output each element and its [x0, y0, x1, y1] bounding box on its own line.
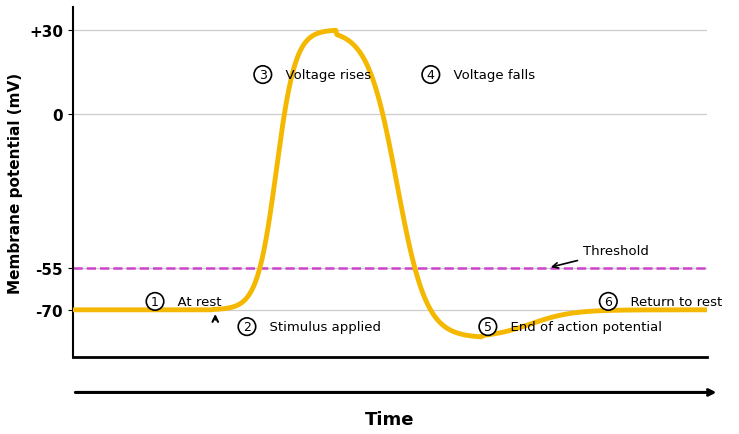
Text: End of action potential: End of action potential	[502, 320, 662, 333]
Text: 1: 1	[151, 295, 159, 308]
Text: 3: 3	[259, 69, 267, 82]
Text: Stimulus applied: Stimulus applied	[261, 320, 381, 333]
Y-axis label: Membrane potential (mV): Membrane potential (mV)	[8, 72, 24, 293]
Text: Voltage rises: Voltage rises	[276, 69, 371, 82]
Text: Return to rest: Return to rest	[622, 295, 723, 308]
Text: 6: 6	[605, 295, 612, 308]
Text: 5: 5	[484, 320, 492, 333]
Text: Voltage falls: Voltage falls	[445, 69, 535, 82]
Text: 4: 4	[427, 69, 435, 82]
Text: 2: 2	[243, 320, 251, 333]
Text: Time: Time	[365, 410, 415, 428]
Text: Threshold: Threshold	[553, 245, 649, 268]
Text: At rest: At rest	[169, 295, 222, 308]
